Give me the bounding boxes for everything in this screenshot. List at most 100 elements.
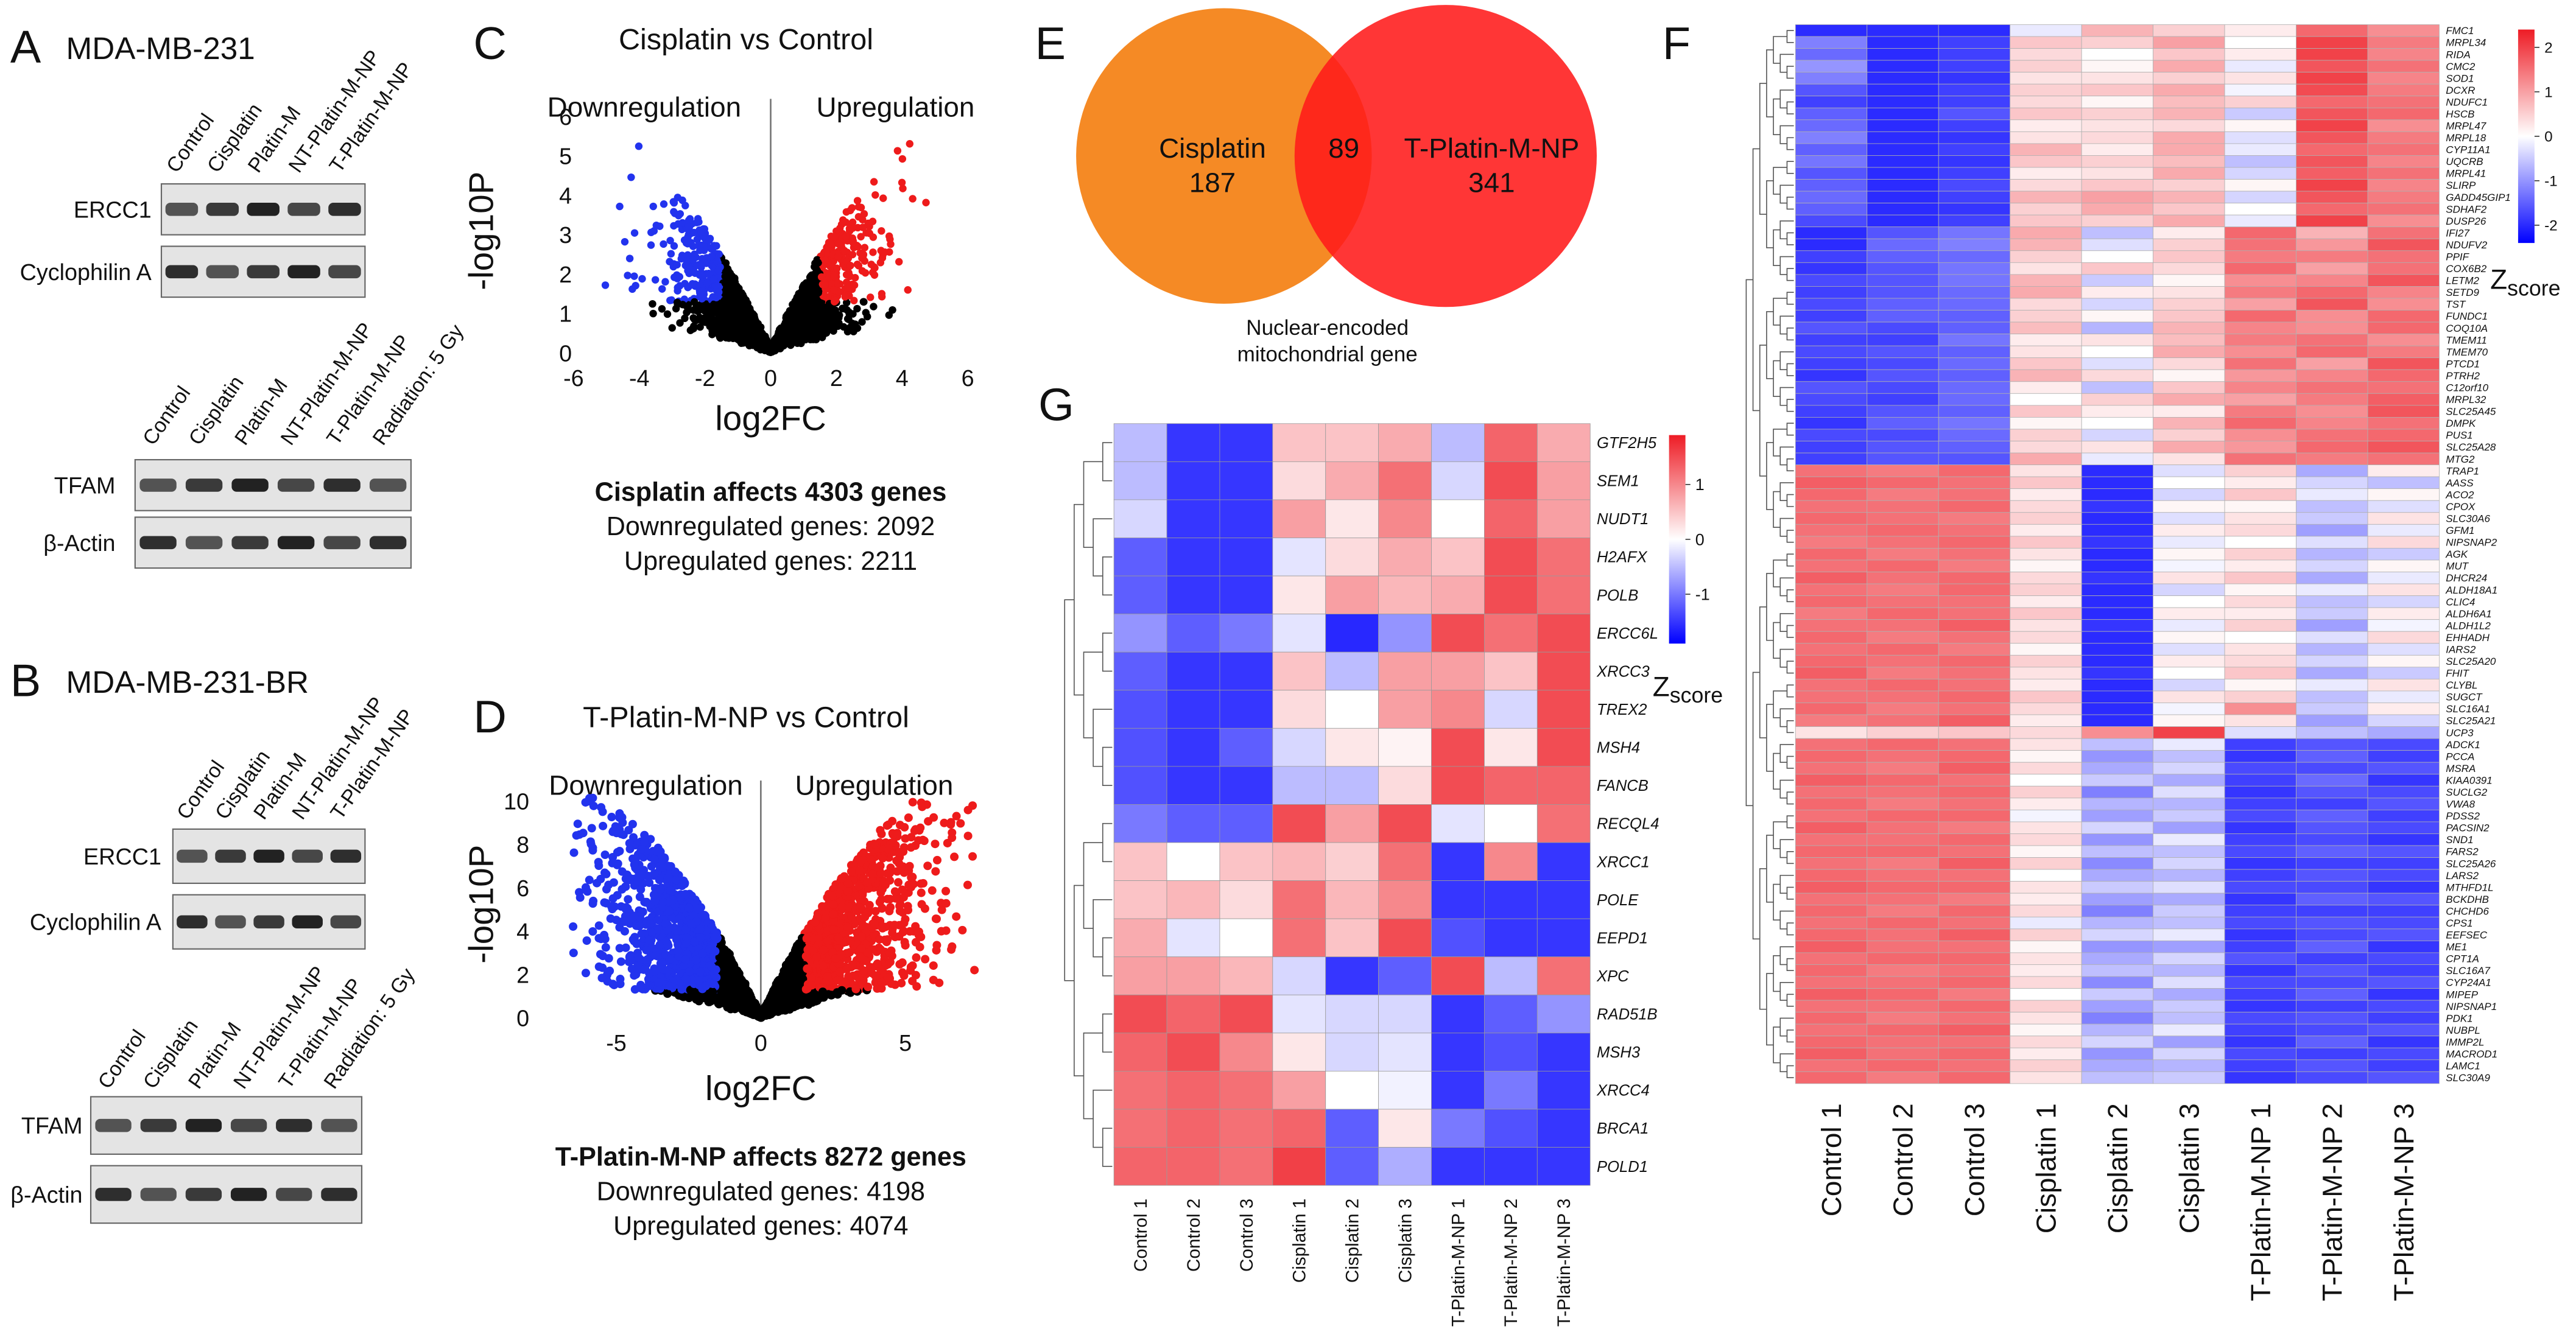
volcano-point bbox=[694, 218, 702, 225]
volcano-point bbox=[878, 227, 885, 234]
blot-band bbox=[253, 850, 284, 863]
volcano-point bbox=[879, 194, 887, 202]
y-axis-label: -log10P bbox=[463, 172, 501, 290]
volcano-point bbox=[569, 922, 577, 931]
volcano-point bbox=[834, 240, 842, 247]
volcano-point bbox=[909, 195, 916, 202]
volcano-point bbox=[745, 342, 753, 349]
blot-band bbox=[186, 479, 222, 492]
volcano-point bbox=[722, 279, 729, 287]
volcano-point bbox=[937, 927, 946, 936]
blot-band bbox=[323, 479, 360, 492]
volcano-point bbox=[697, 262, 705, 269]
y-tick-label: 0 bbox=[559, 340, 572, 366]
volcano-point bbox=[846, 273, 854, 280]
volcano-point bbox=[820, 327, 827, 334]
volcano-point bbox=[697, 228, 704, 236]
volcano-point bbox=[747, 310, 755, 318]
blot-band bbox=[278, 536, 314, 550]
volcano-point bbox=[963, 881, 972, 889]
cell-line-title: MDA-MB-231-BR bbox=[66, 665, 309, 700]
volcano-point bbox=[798, 334, 805, 342]
volcano-point bbox=[633, 939, 641, 948]
volcano-point bbox=[901, 938, 909, 947]
y-tick-label: 1 bbox=[559, 301, 572, 327]
volcano-point bbox=[886, 958, 895, 966]
volcano-point bbox=[696, 247, 703, 254]
volcano-point bbox=[812, 284, 820, 292]
volcano-point bbox=[922, 199, 929, 206]
volcano-point bbox=[931, 840, 940, 848]
volcano-point bbox=[917, 879, 925, 888]
volcano-point bbox=[649, 300, 656, 307]
volcano-point bbox=[699, 287, 706, 295]
volcano-point bbox=[827, 240, 834, 247]
blot-band bbox=[331, 850, 361, 863]
y-tick-label: 8 bbox=[516, 832, 529, 858]
volcano-point bbox=[790, 300, 797, 307]
x-tick-label: -4 bbox=[629, 365, 650, 391]
volcano-point bbox=[688, 326, 695, 333]
volcano-point bbox=[631, 229, 638, 236]
volcano-point bbox=[698, 295, 705, 302]
volcano-point bbox=[904, 286, 912, 293]
volcano-point bbox=[650, 227, 658, 234]
blot-band bbox=[166, 203, 199, 216]
volcano-point bbox=[849, 251, 856, 258]
volcano-point bbox=[768, 345, 775, 352]
blot-band bbox=[292, 915, 322, 928]
volcano-point bbox=[885, 311, 893, 318]
blot-row-label: β-Actin bbox=[10, 1182, 82, 1207]
blot-band bbox=[328, 203, 361, 216]
blot-band bbox=[370, 536, 406, 550]
volcano-point bbox=[842, 233, 850, 240]
volcano-point bbox=[860, 298, 867, 306]
blot-band bbox=[276, 1119, 312, 1132]
volcano-point bbox=[607, 813, 616, 821]
blot-band bbox=[276, 1188, 312, 1201]
volcano-point bbox=[870, 303, 877, 310]
volcano-point bbox=[876, 826, 884, 835]
volcano-point bbox=[589, 802, 598, 810]
volcano-point bbox=[898, 179, 906, 186]
volcano-point bbox=[717, 334, 724, 342]
volcano-point bbox=[783, 329, 790, 337]
volcano-point bbox=[588, 824, 596, 832]
volcano-point bbox=[830, 286, 837, 293]
volcano-point bbox=[964, 832, 973, 840]
volcano-point bbox=[887, 240, 894, 248]
volcano-point bbox=[958, 926, 966, 934]
volcano-point bbox=[719, 301, 727, 309]
volcano-point bbox=[970, 966, 979, 974]
volcano-point bbox=[715, 250, 722, 258]
volcano-point bbox=[918, 900, 926, 908]
y-tick-label: 4 bbox=[516, 919, 529, 944]
volcano-point bbox=[855, 203, 862, 211]
volcano-point bbox=[870, 178, 878, 185]
volcano-point bbox=[840, 247, 848, 254]
volcano-point bbox=[848, 204, 856, 211]
volcano-point bbox=[595, 921, 604, 930]
blot-band bbox=[141, 1188, 177, 1201]
volcano-point bbox=[602, 943, 610, 952]
y-tick-label: 10 bbox=[504, 789, 529, 815]
volcano-point bbox=[940, 819, 948, 827]
volcano-point bbox=[713, 242, 720, 250]
volcano-point bbox=[952, 913, 960, 921]
volcano-point bbox=[834, 253, 842, 260]
volcano-point bbox=[859, 223, 867, 231]
y-tick-label: 5 bbox=[559, 144, 572, 169]
volcano-point bbox=[684, 251, 691, 259]
volcano-point bbox=[725, 324, 733, 331]
volcano-point bbox=[895, 258, 903, 265]
panel-letter: A bbox=[10, 21, 41, 72]
up-label: Upregulation bbox=[795, 770, 953, 801]
blot-band bbox=[177, 915, 207, 928]
x-axis-label: log2FC bbox=[705, 1070, 817, 1108]
volcano-point bbox=[744, 319, 751, 326]
volcano-point bbox=[574, 819, 582, 828]
volcano-point bbox=[908, 977, 917, 985]
volcano-point bbox=[842, 293, 849, 300]
volcano-point bbox=[822, 256, 829, 264]
